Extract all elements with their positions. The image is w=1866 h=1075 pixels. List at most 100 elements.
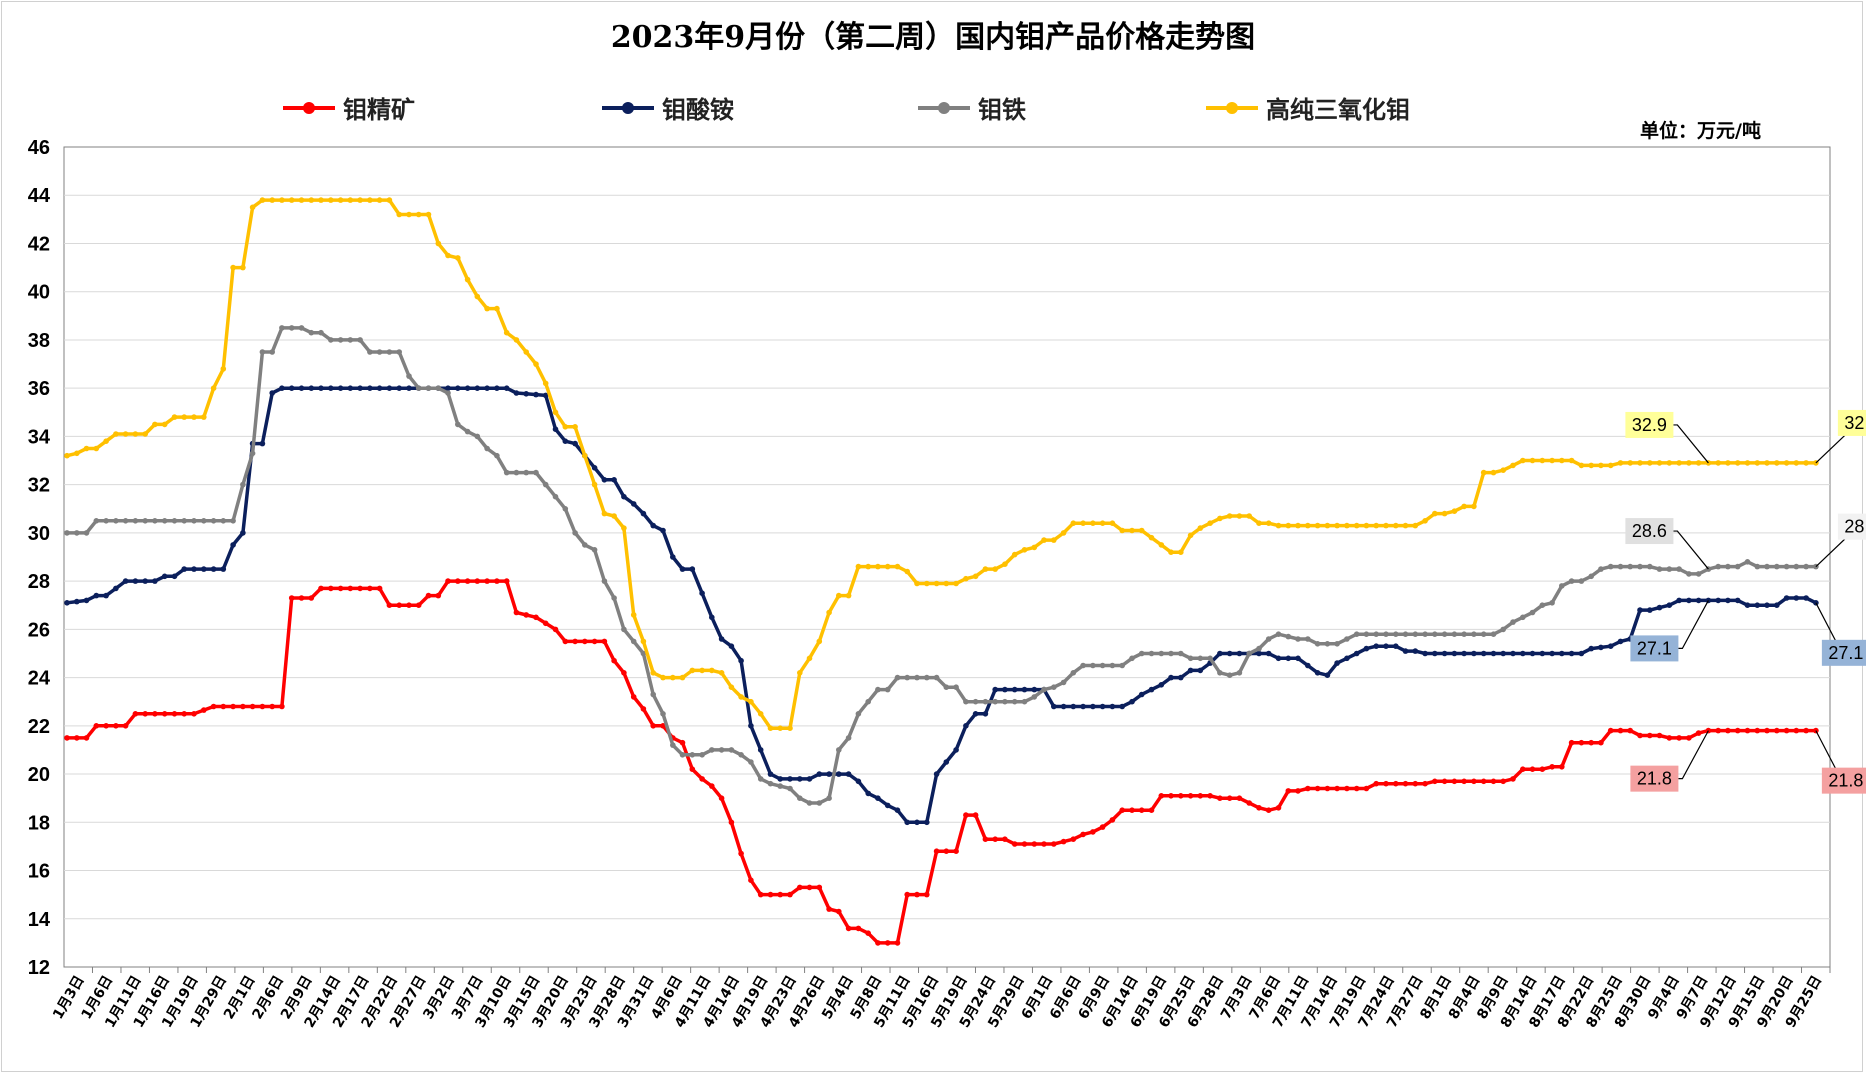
data-point — [963, 723, 969, 729]
data-point — [1744, 559, 1751, 565]
data-point — [1471, 778, 1477, 785]
data-point — [806, 776, 813, 782]
data-point — [298, 595, 305, 601]
data-point — [611, 657, 617, 664]
data-point — [709, 783, 715, 789]
data-point — [1217, 650, 1223, 657]
data-point — [181, 414, 187, 420]
data-point — [738, 850, 744, 857]
data-point — [1324, 641, 1331, 647]
data-point — [103, 592, 109, 599]
data-point — [288, 197, 295, 203]
data-point — [1207, 520, 1213, 526]
data-point — [1510, 776, 1516, 782]
y-tick-label: 44 — [28, 185, 51, 207]
callout-leader — [1678, 730, 1709, 780]
data-point — [279, 703, 285, 710]
series-line-1 — [66, 386, 1817, 825]
data-point — [1412, 522, 1419, 529]
data-point — [914, 819, 920, 826]
data-point — [415, 385, 422, 392]
data-point — [992, 698, 998, 705]
data-point — [142, 711, 148, 717]
data-point — [103, 723, 109, 729]
callout-box — [1630, 635, 1679, 662]
data-point — [1080, 703, 1086, 710]
legend-swatch-ferromolybdenum — [918, 99, 970, 117]
data-point — [1744, 460, 1751, 466]
data-point — [1256, 650, 1262, 657]
y-tick-label: 36 — [28, 378, 50, 400]
callout-label: 32.9 — [1632, 415, 1667, 435]
data-point — [1148, 650, 1155, 657]
data-point — [933, 674, 940, 681]
data-point — [1520, 614, 1526, 621]
data-point — [494, 452, 500, 459]
data-point — [74, 598, 80, 605]
data-point — [1559, 457, 1565, 464]
data-point — [1119, 703, 1125, 710]
data-point — [1334, 641, 1340, 647]
data-point — [1588, 573, 1594, 580]
data-point — [1480, 650, 1487, 657]
data-point — [650, 670, 656, 676]
data-point — [542, 620, 549, 627]
data-point — [621, 493, 627, 500]
data-point — [152, 711, 158, 717]
data-point — [1129, 807, 1135, 813]
data-point — [1656, 566, 1663, 572]
data-point — [894, 563, 901, 570]
data-point — [660, 723, 666, 729]
data-point — [337, 385, 344, 392]
data-point — [992, 566, 998, 572]
data-point — [1676, 597, 1682, 604]
data-point — [161, 518, 168, 524]
data-point — [1383, 522, 1389, 529]
legend-label-ferromolybdenum: 钼铁 — [978, 96, 1026, 124]
data-point — [1617, 638, 1624, 645]
data-point — [621, 525, 627, 531]
callout-box — [1821, 767, 1866, 794]
data-point — [660, 711, 666, 717]
data-point — [767, 891, 774, 898]
data-point — [1002, 836, 1008, 842]
data-point — [230, 518, 236, 524]
data-point — [269, 349, 276, 355]
data-point — [425, 385, 432, 392]
data-point — [1803, 727, 1809, 734]
data-point — [1129, 698, 1135, 705]
data-point — [142, 431, 148, 437]
data-point — [1168, 674, 1174, 681]
data-point — [132, 431, 139, 437]
data-point — [1295, 655, 1301, 662]
data-point — [1226, 795, 1233, 801]
data-point — [464, 385, 471, 392]
data-point — [337, 337, 344, 343]
callout-leader — [1673, 530, 1709, 570]
data-point — [552, 426, 559, 433]
data-point — [1588, 739, 1594, 746]
data-point — [513, 609, 520, 616]
data-point — [220, 366, 227, 372]
data-point — [308, 197, 315, 203]
data-point — [953, 580, 959, 587]
data-point — [1734, 460, 1741, 466]
data-point — [249, 450, 256, 457]
data-point — [1197, 655, 1204, 662]
data-point — [308, 595, 315, 601]
data-point — [1432, 510, 1438, 517]
data-point — [1754, 563, 1761, 570]
legend-swatch-ammonium-molybdate — [602, 99, 654, 117]
unit-label: 单位：万元/吨 — [1640, 120, 1761, 142]
data-point — [1529, 650, 1536, 657]
data-point — [1695, 571, 1702, 577]
data-point — [464, 428, 471, 435]
data-point — [132, 711, 139, 717]
data-point — [249, 204, 256, 211]
data-point — [1011, 841, 1018, 847]
data-point — [1178, 549, 1184, 555]
data-point — [1021, 547, 1028, 553]
data-point — [1725, 563, 1731, 570]
data-point — [1265, 520, 1272, 526]
data-point — [1285, 633, 1292, 640]
